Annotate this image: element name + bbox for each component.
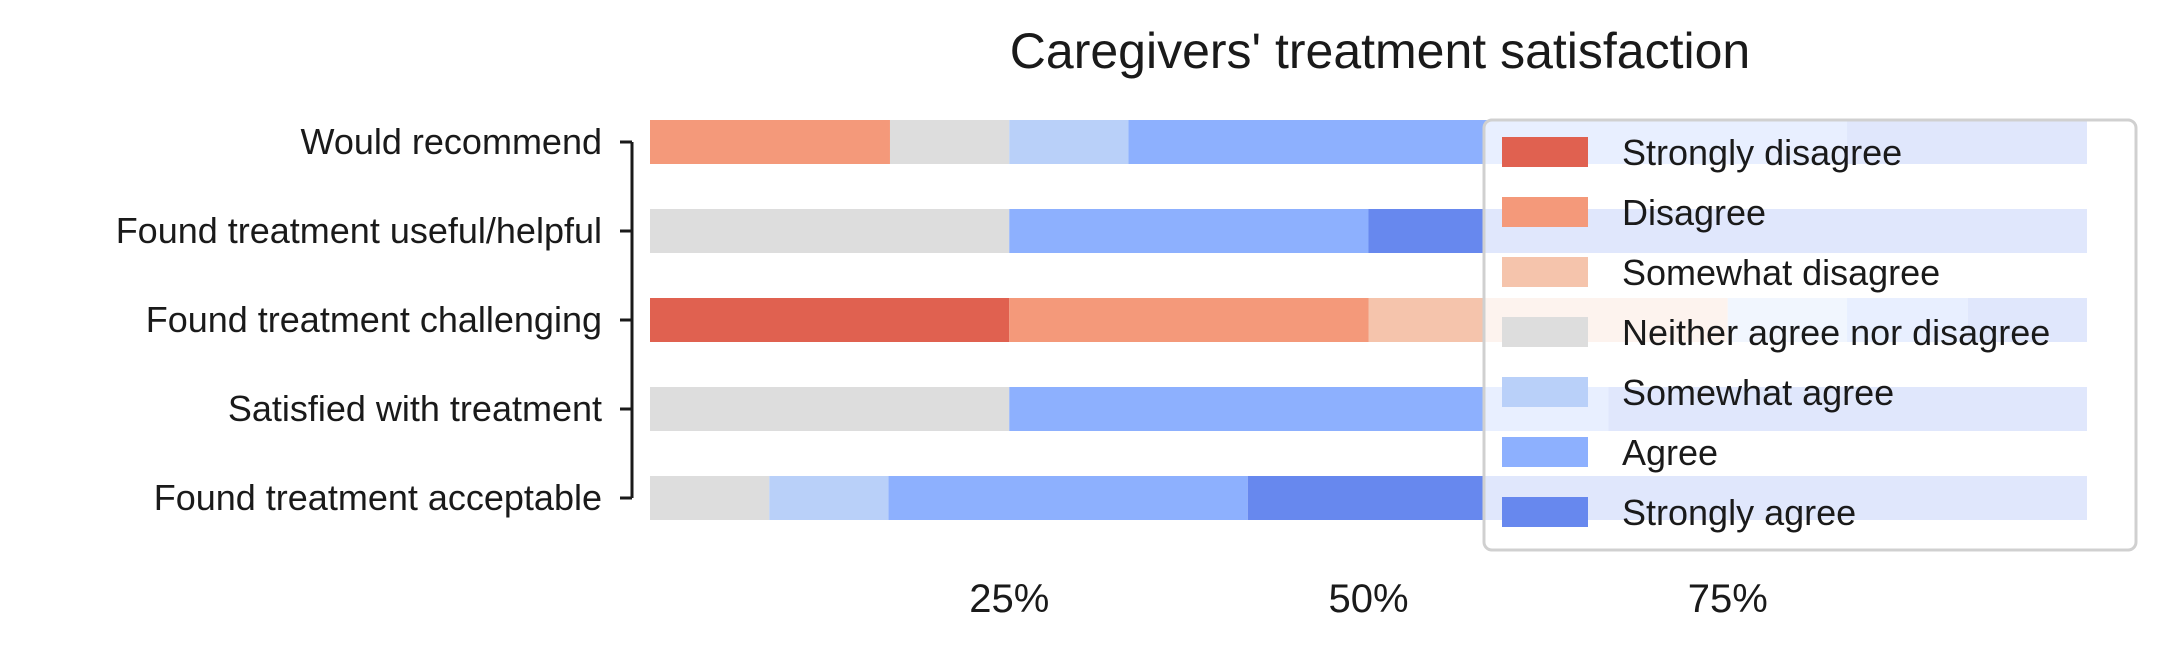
x-tick-label: 50% <box>1328 577 1408 621</box>
legend-swatch <box>1502 437 1588 467</box>
legend-label: Neither agree nor disagree <box>1622 312 2050 353</box>
legend-label: Somewhat disagree <box>1622 252 1940 293</box>
bar-segment <box>650 298 1010 342</box>
legend: Strongly disagree Disagree Somewhat disagr… <box>1482 118 2138 552</box>
legend-label: Strongly agree <box>1622 492 1856 533</box>
bar-segment <box>1009 298 1369 342</box>
legend-swatch <box>1502 197 1588 227</box>
bar-segment <box>1009 120 1129 164</box>
bar-segment <box>650 476 770 520</box>
legend-swatch <box>1502 137 1588 167</box>
legend-swatch <box>1502 317 1588 347</box>
category-label: Found treatment challenging <box>146 299 602 340</box>
bar-segment <box>1009 209 1369 253</box>
legend-swatch <box>1502 377 1588 407</box>
bar-segment <box>650 209 1010 253</box>
bar-segment <box>888 476 1248 520</box>
legend-box <box>1482 118 2138 552</box>
legend-swatch <box>1502 497 1588 527</box>
category-label: Satisfied with treatment <box>228 388 602 429</box>
legend-swatch <box>1502 257 1588 287</box>
chart-title: Caregivers' treatment satisfaction <box>1010 23 1750 79</box>
legend-label: Somewhat agree <box>1622 372 1894 413</box>
bar-segment <box>769 476 889 520</box>
category-label: Found treatment useful/helpful <box>116 210 602 251</box>
y-axis: Would recommend Found treatment useful/he… <box>116 121 634 518</box>
x-axis: 25% 50% 75% <box>969 577 1768 621</box>
legend-label: Strongly disagree <box>1622 132 1902 173</box>
x-tick-label: 25% <box>969 577 1049 621</box>
bar-segment <box>889 120 1010 164</box>
legend-label: Agree <box>1622 432 1718 473</box>
bar-segment <box>650 387 1010 431</box>
legend-label: Disagree <box>1622 192 1766 233</box>
category-label: Would recommend <box>301 121 602 162</box>
bar-segment <box>650 120 890 164</box>
category-label: Found treatment acceptable <box>154 477 602 518</box>
x-tick-label: 75% <box>1688 577 1768 621</box>
